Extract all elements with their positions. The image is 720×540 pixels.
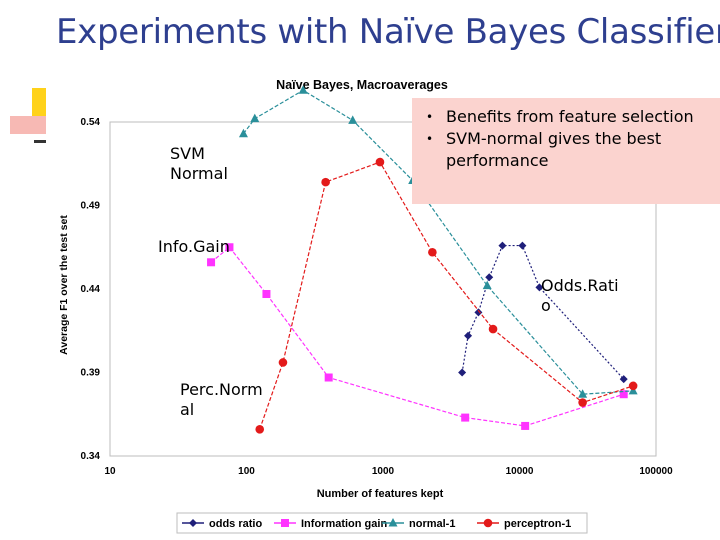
slide-title: Experiments with Naïve Bayes Classifier bbox=[56, 12, 720, 52]
y-tick-label: 0.39 bbox=[81, 368, 101, 379]
data-point-perceptron-1 bbox=[375, 157, 385, 167]
legend-label-perceptron-1: perceptron-1 bbox=[504, 518, 571, 530]
y-axis-label: Average F1 over the test set bbox=[58, 215, 70, 355]
series-line-odds-ratio bbox=[461, 244, 625, 380]
legend-label-information-gain: Information gain bbox=[301, 518, 387, 530]
bullet-item: SVM-normal gives the best performance bbox=[422, 128, 714, 172]
data-point-information-gain bbox=[225, 243, 234, 252]
data-point-odds-ratio bbox=[498, 241, 507, 250]
svm-normal-label: SVM Normal bbox=[170, 144, 228, 183]
bullet-box: Benefits from feature selection SVM-norm… bbox=[412, 98, 720, 204]
data-point-information-gain bbox=[619, 390, 628, 399]
legend-marker-information-gain bbox=[281, 519, 289, 527]
legend-label-normal-1: normal-1 bbox=[409, 518, 455, 530]
legend-box bbox=[176, 512, 588, 534]
data-point-information-gain bbox=[207, 258, 216, 267]
accent-bar-yellow bbox=[32, 88, 46, 118]
data-point-perceptron-1 bbox=[488, 324, 498, 334]
series-line-perceptron-1 bbox=[259, 161, 634, 430]
data-point-information-gain bbox=[521, 421, 530, 430]
series-odds-ratio bbox=[458, 241, 628, 384]
data-point-perceptron-1 bbox=[628, 381, 638, 391]
data-point-information-gain bbox=[324, 373, 333, 382]
accent-bar-dark bbox=[34, 140, 46, 143]
data-point-normal-1 bbox=[348, 115, 358, 124]
x-axis-label: Number of features kept bbox=[317, 488, 444, 500]
y-tick-label: 0.49 bbox=[81, 201, 101, 212]
data-point-odds-ratio bbox=[518, 241, 527, 250]
legend-marker-normal-1 bbox=[388, 518, 398, 527]
series-line-information-gain bbox=[210, 246, 624, 427]
series-perceptron-1 bbox=[255, 157, 638, 434]
perc-normal-label: Perc.Norm al bbox=[180, 380, 263, 419]
data-point-perceptron-1 bbox=[428, 247, 437, 257]
x-tick-label: 100 bbox=[238, 466, 255, 477]
data-point-perceptron-1 bbox=[278, 358, 288, 367]
data-point-normal-1 bbox=[250, 113, 260, 123]
data-point-perceptron-1 bbox=[321, 177, 330, 187]
data-point-odds-ratio bbox=[535, 283, 544, 292]
y-tick-label: 0.54 bbox=[81, 117, 101, 128]
plot-area bbox=[109, 121, 657, 457]
legend-marker-odds-ratio bbox=[189, 519, 197, 527]
chart-title: Naïve Bayes, Macroaverages bbox=[276, 78, 448, 92]
data-point-normal-1 bbox=[578, 389, 588, 398]
data-point-information-gain bbox=[262, 290, 271, 299]
data-point-odds-ratio bbox=[464, 331, 473, 340]
info-gain-label: Info.Gain bbox=[158, 237, 230, 256]
series-line-normal-1 bbox=[242, 89, 634, 395]
y-tick-label: 0.44 bbox=[81, 284, 101, 295]
legend-label-odds-ratio: odds ratio bbox=[209, 518, 262, 530]
x-tick-label: 100000 bbox=[639, 466, 673, 477]
odds-ratio-label: Odds.Rati o bbox=[541, 276, 619, 315]
data-point-odds-ratio bbox=[474, 308, 483, 317]
data-point-normal-1 bbox=[238, 128, 248, 138]
data-point-normal-1 bbox=[298, 85, 308, 94]
bullet-item: Benefits from feature selection bbox=[422, 106, 714, 128]
legend-marker-perceptron-1 bbox=[483, 518, 493, 528]
x-tick-label: 1000 bbox=[372, 466, 395, 477]
accent-bar-pink bbox=[10, 116, 46, 134]
series-information-gain bbox=[207, 243, 628, 430]
data-point-normal-1 bbox=[482, 280, 492, 290]
data-point-odds-ratio bbox=[485, 273, 494, 282]
y-tick-label: 0.34 bbox=[81, 451, 101, 462]
data-point-information-gain bbox=[461, 413, 470, 422]
data-point-odds-ratio bbox=[619, 375, 628, 384]
x-tick-label: 10000 bbox=[506, 466, 534, 477]
data-point-perceptron-1 bbox=[578, 398, 587, 407]
data-point-perceptron-1 bbox=[255, 424, 265, 434]
x-tick-label: 10 bbox=[104, 466, 116, 477]
data-point-odds-ratio bbox=[458, 368, 467, 377]
